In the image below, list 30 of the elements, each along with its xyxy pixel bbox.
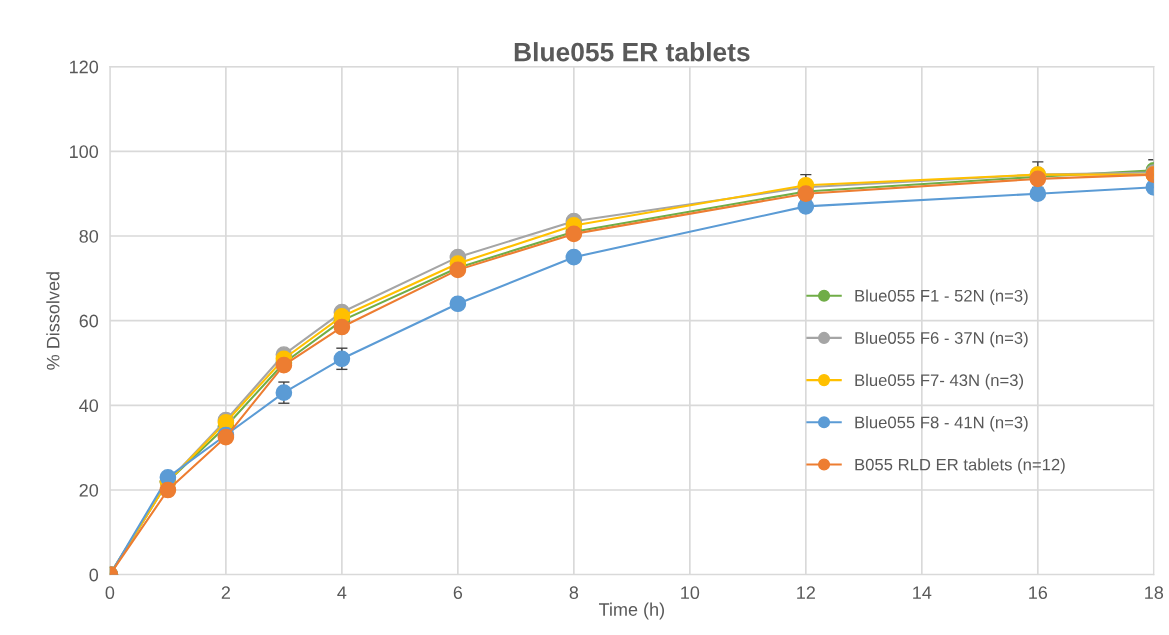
x-tick-label: 4 bbox=[337, 586, 347, 599]
x-tick-label: 6 bbox=[453, 586, 463, 600]
x-axis-title: Time (h) bbox=[598, 602, 664, 620]
legend-label: B055 RLD ER tablets (n=12) bbox=[855, 458, 1065, 474]
y-tick-label: 80 bbox=[79, 229, 99, 243]
point bbox=[565, 248, 583, 266]
y-tick-label: 120 bbox=[70, 60, 99, 74]
chart-title: Blue055 ER tablets bbox=[514, 42, 750, 62]
x-tick-label: 18 bbox=[1145, 586, 1164, 600]
point bbox=[159, 481, 177, 499]
legend-label: Blue055 F6 - 37N (n=3) bbox=[855, 331, 1028, 348]
legend-label: Blue055 F8 - 41N (n=3) bbox=[855, 416, 1028, 432]
x-tick-label: 2 bbox=[221, 586, 230, 599]
y-tick-label: 20 bbox=[79, 483, 99, 497]
x-tick-label: 16 bbox=[1029, 586, 1048, 600]
point bbox=[333, 318, 351, 336]
point bbox=[449, 295, 467, 313]
y-tick-label: 40 bbox=[79, 399, 99, 413]
x-tick-label: 12 bbox=[797, 586, 815, 599]
x-tick-label: 0 bbox=[105, 586, 115, 600]
x-tick-label: 8 bbox=[569, 586, 579, 600]
legend-label: Blue055 F1 - 52N (n=3) bbox=[855, 289, 1028, 305]
legend-label: Blue055 F7- 43N (n=3) bbox=[855, 373, 1024, 390]
x-tick-label: 14 bbox=[913, 586, 932, 599]
y-tick-label: 60 bbox=[79, 314, 99, 328]
y-tick-label: 0 bbox=[89, 568, 99, 582]
y-axis-title: % Dissolved bbox=[46, 272, 60, 370]
point bbox=[1029, 185, 1047, 203]
y-tick-label: 100 bbox=[70, 145, 99, 159]
x-tick-label: 10 bbox=[681, 586, 700, 600]
